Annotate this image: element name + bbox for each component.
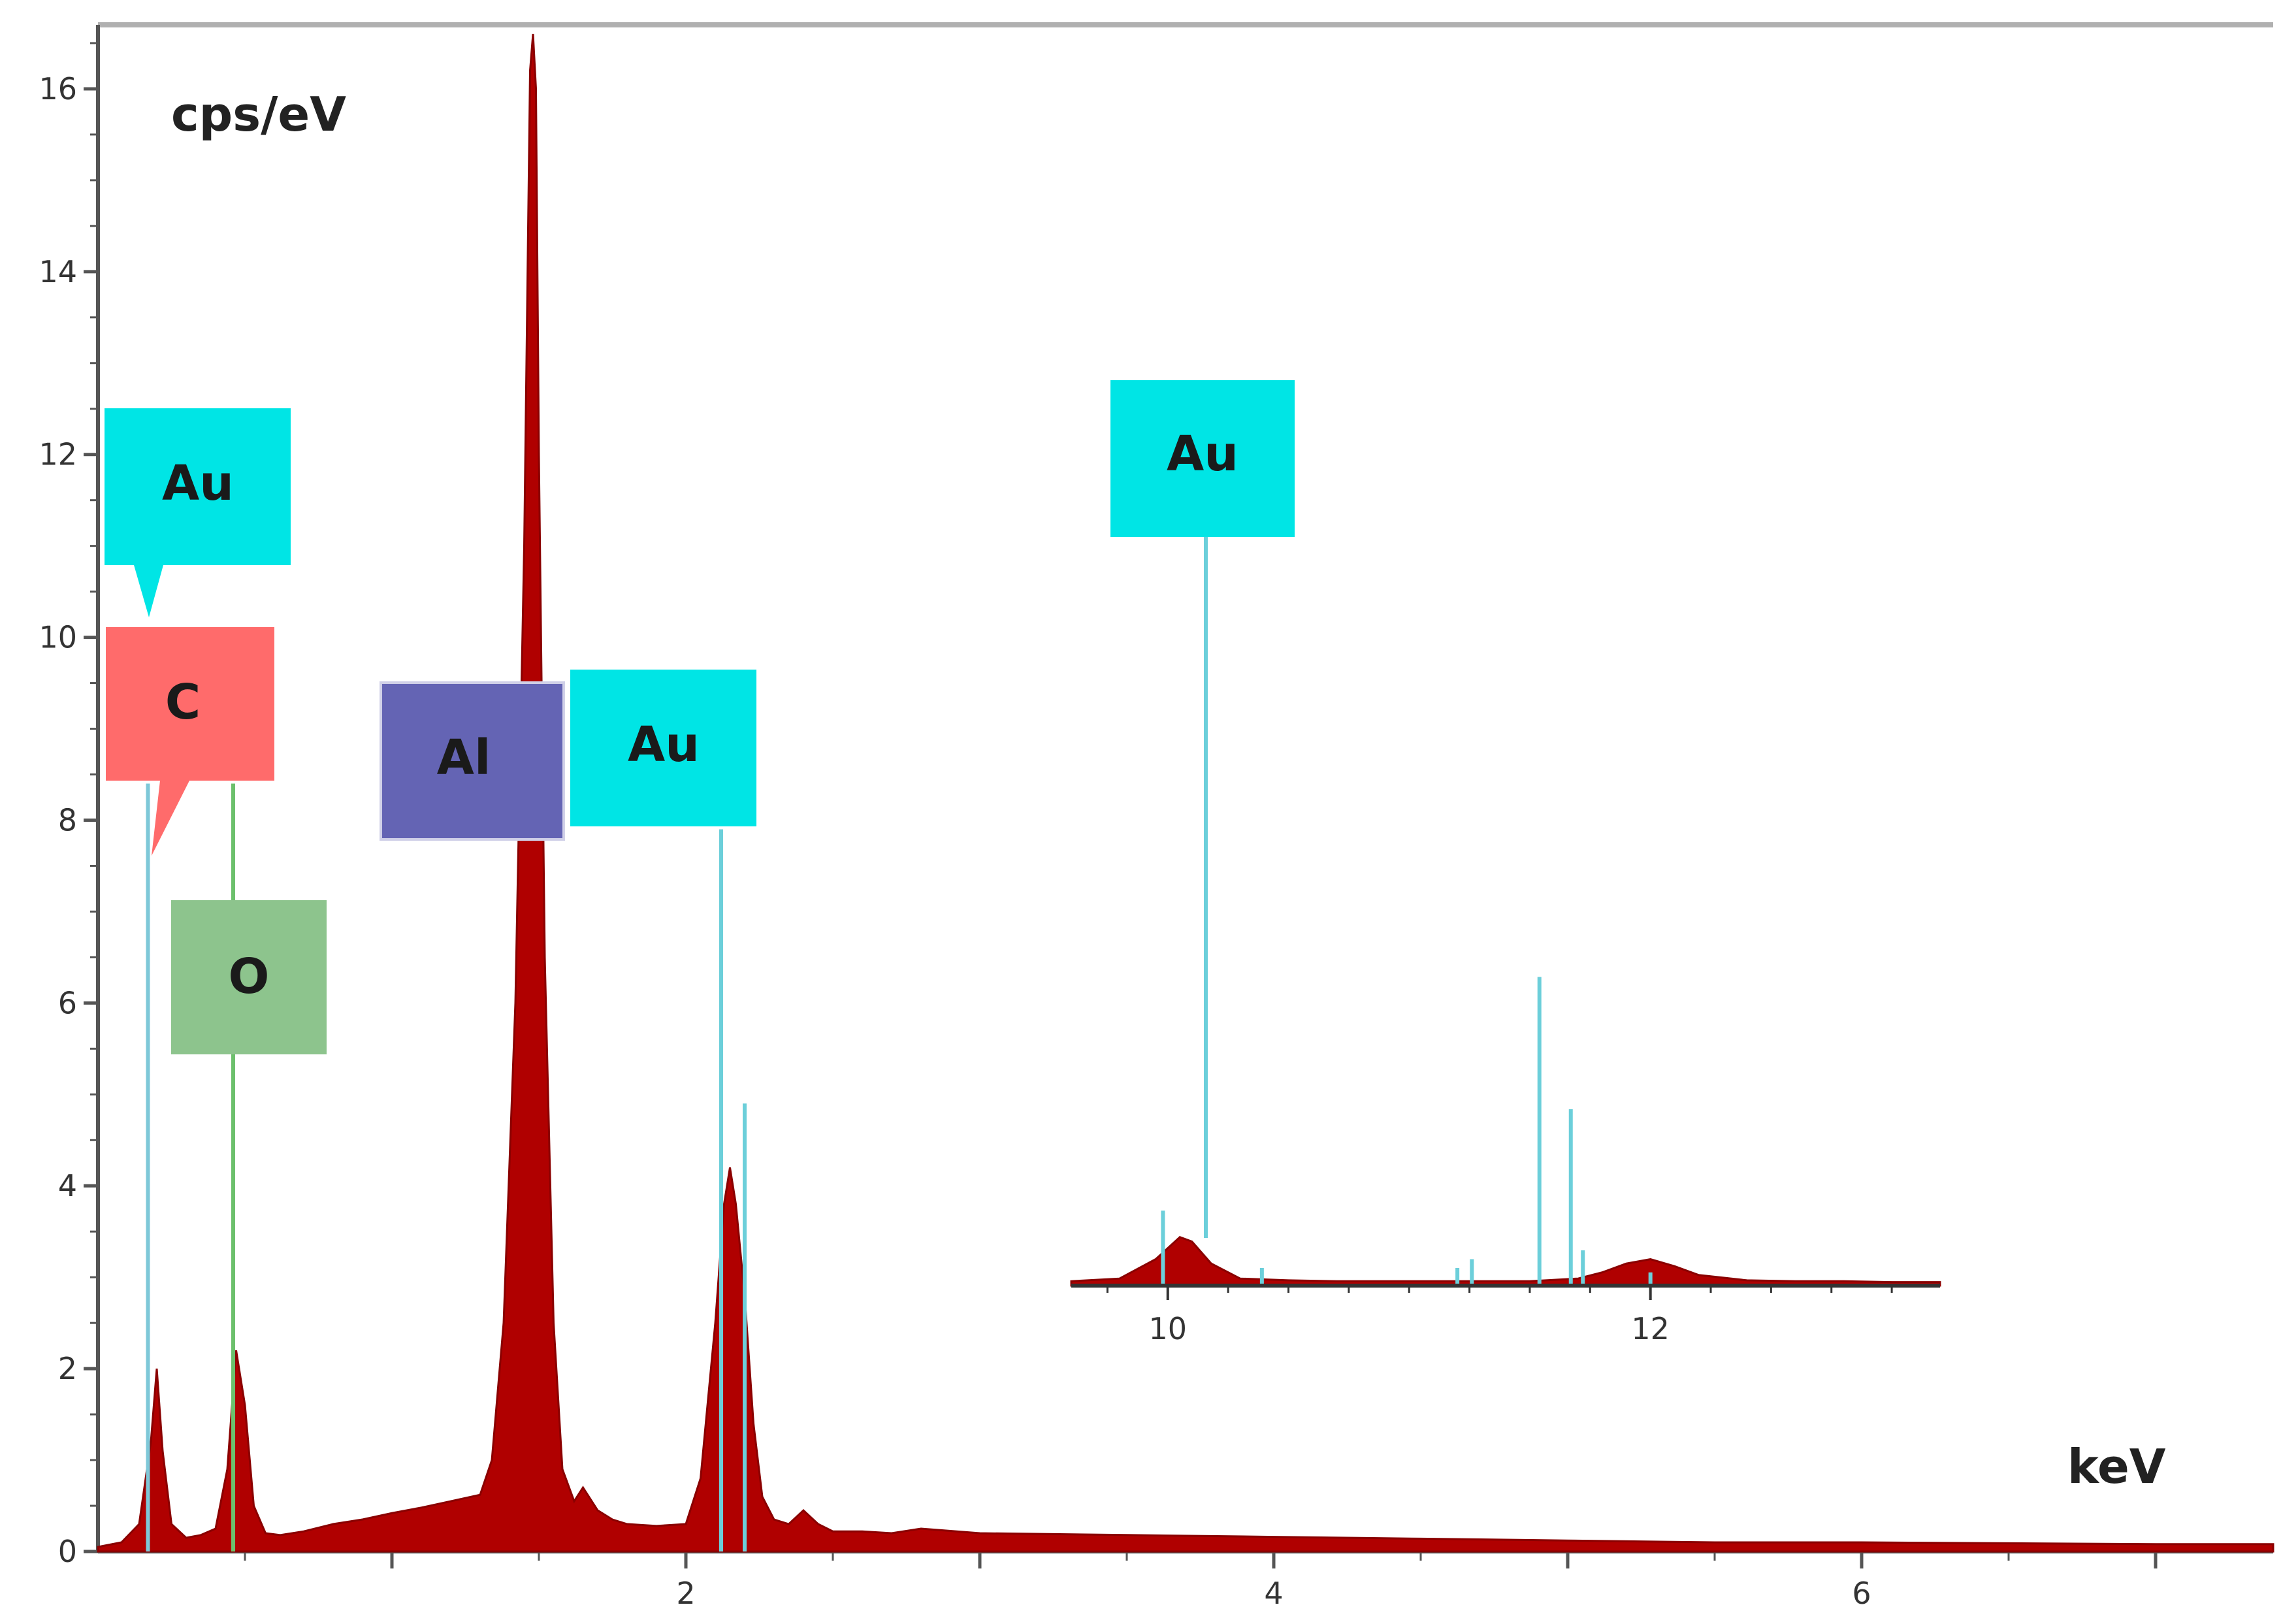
y-axis-ticks: 0 2 4 6 8 10 12 14 16 xyxy=(39,42,98,1569)
y-tick-label: 16 xyxy=(39,71,77,106)
inset-x-tick-label: 10 xyxy=(1149,1311,1188,1346)
tag-c-text: C xyxy=(165,674,201,730)
tag-au-low: Au xyxy=(105,408,291,617)
inset-plot: 10 12 xyxy=(1070,977,1941,1346)
inset-x-ticks: 10 12 xyxy=(1106,1286,1893,1346)
y-tick-label: 12 xyxy=(39,437,77,472)
inset-x-tick-label: 12 xyxy=(1631,1311,1670,1346)
y-tick-label: 2 xyxy=(58,1351,77,1386)
y-tick-label: 4 xyxy=(58,1168,77,1203)
x-axis-unit-label: keV xyxy=(2067,1439,2166,1494)
y-tick-label: 14 xyxy=(39,254,77,289)
tag-c: C xyxy=(106,627,274,856)
tag-au-high-text: Au xyxy=(1167,426,1238,482)
x-tick-label: 2 xyxy=(676,1576,695,1611)
y-axis-unit-label: cps/eV xyxy=(171,87,346,142)
y-tick-label: 6 xyxy=(58,985,77,1020)
tag-au-mid-text: Au xyxy=(628,717,700,773)
x-tick-label: 6 xyxy=(1852,1576,1871,1611)
x-axis-ticks: 2 4 6 xyxy=(244,1551,2158,1611)
tag-al: Al xyxy=(380,681,565,841)
tag-au-mid: Au xyxy=(570,670,756,826)
y-tick-label: 8 xyxy=(58,802,77,837)
tag-o: O xyxy=(171,900,327,1054)
y-tick-label: 0 xyxy=(58,1534,77,1569)
tag-o-text: O xyxy=(229,949,270,1005)
x-tick-label: 4 xyxy=(1264,1576,1283,1611)
y-tick-label: 10 xyxy=(39,620,77,655)
inset-element-lines xyxy=(1161,977,1653,1286)
tag-al-text: Al xyxy=(437,730,491,786)
tag-au-low-text: Au xyxy=(162,455,234,512)
inset-spectrum-area xyxy=(1070,1236,1941,1287)
tag-au-high: Au xyxy=(1110,380,1295,537)
